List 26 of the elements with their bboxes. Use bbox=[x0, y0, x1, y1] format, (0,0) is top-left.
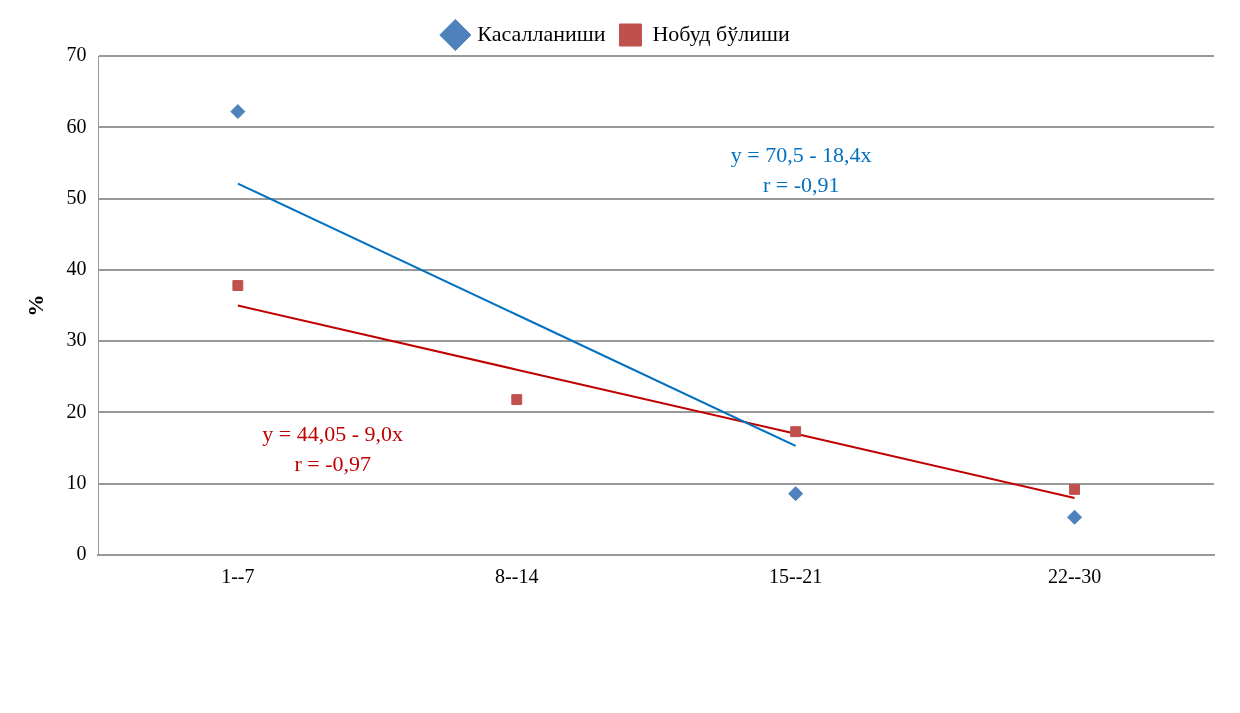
point bbox=[1069, 483, 1080, 495]
point bbox=[1067, 509, 1083, 525]
legend-label: Нобуд бўлиши bbox=[652, 20, 790, 46]
legend-label: Касалланиши bbox=[477, 20, 606, 46]
x-tick-label: 15--21 bbox=[768, 565, 823, 588]
annotation: y = 44,05 - 9,0x bbox=[262, 421, 404, 447]
x-tick-label: 8--14 bbox=[495, 565, 539, 588]
y-axis-title: % bbox=[22, 294, 48, 317]
y-tick-label: 10 bbox=[66, 470, 87, 493]
y-tick-label: 70 bbox=[66, 43, 87, 66]
y-tick-label: 20 bbox=[66, 399, 87, 422]
x-tick-label: 1--7 bbox=[221, 565, 255, 588]
point bbox=[232, 280, 244, 291]
x-tick-label: 22--30 bbox=[1047, 565, 1102, 588]
y-tick-label: 50 bbox=[66, 185, 87, 208]
annotation: r = -0,97 bbox=[294, 450, 371, 476]
y-tick-label: 0 bbox=[76, 542, 87, 565]
annotation: y = 70,5 - 18,4x bbox=[730, 141, 872, 167]
y-tick-label: 40 bbox=[66, 257, 87, 280]
annotation: r = -0,91 bbox=[762, 171, 840, 197]
y-tick-label: 30 bbox=[66, 328, 87, 351]
point bbox=[511, 394, 523, 406]
point bbox=[788, 486, 804, 502]
y-tick-label: 60 bbox=[66, 114, 87, 137]
point bbox=[230, 104, 246, 120]
point bbox=[790, 426, 802, 438]
